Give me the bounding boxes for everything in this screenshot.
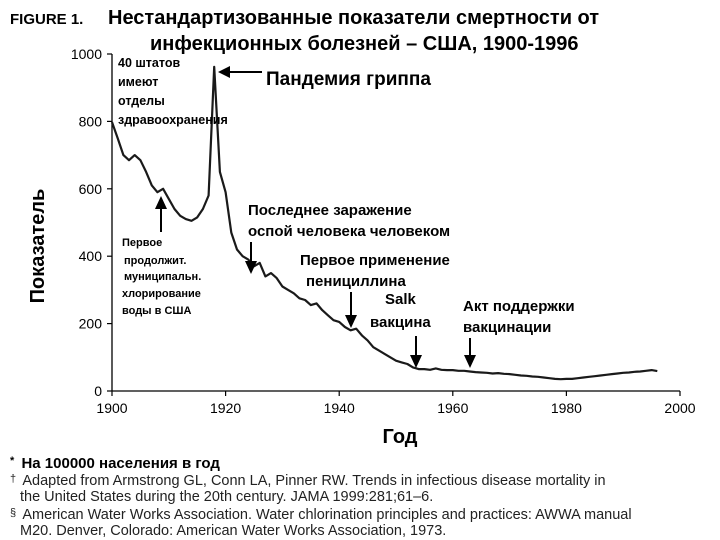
footnote-dagger-cont: the United States during the 20th centur… [20, 489, 433, 505]
annotation-health-departments-line2: имеют [118, 75, 158, 89]
x-tick-label: 1940 [324, 400, 355, 416]
annotation-health-departments-line4: здравоохранения [118, 113, 228, 127]
x-axis-ticks: 1900 1920 1940 1960 1980 2000 [96, 391, 696, 416]
flu-arrow-head [218, 66, 230, 78]
annotation-chlorination-line3: муниципальн. [124, 271, 201, 283]
footnote-star: * На 100000 населения в год [10, 455, 220, 472]
x-tick-label: 1920 [210, 400, 241, 416]
footnote-star-text: На 100000 населения в год [21, 455, 220, 472]
annotation-chlorination: Первое продолжит. муниципальн. хлорирова… [122, 196, 201, 317]
smallpox-arrow-head [245, 261, 257, 274]
salk-arrow-head [410, 355, 422, 368]
annotation-chlorination-line1: Первое [122, 237, 162, 249]
x-tick-label: 1980 [551, 400, 582, 416]
mortality-series-line [110, 65, 658, 381]
chart-title-line2: инфекционных болезней – США, 1900-1996 [150, 33, 579, 55]
annotation-penicillin: Первое применение пенициллина [300, 252, 450, 328]
annotation-health-departments-line1: 40 штатов [118, 56, 180, 70]
annotation-penicillin-line1: Первое применение [300, 252, 450, 269]
x-tick-label: 1900 [96, 400, 127, 416]
annotation-vaccination-act-line2: вакцинации [463, 319, 551, 336]
y-axis-ticks: 0 200 400 600 800 1000 [71, 46, 112, 399]
figure-label: FIGURE 1. [10, 11, 83, 28]
annotation-flu-pandemic: Пандемия гриппа [218, 66, 431, 90]
y-tick-label: 0 [94, 383, 102, 399]
annotation-salk-line2: вакцина [370, 314, 431, 331]
chlorination-arrow-head [155, 196, 167, 209]
footnote-section-line1: American Water Works Association. Water … [22, 507, 632, 523]
annotation-chlorination-line2: продолжит. [124, 255, 186, 267]
annotation-health-departments-line3: отделы [118, 94, 165, 108]
y-tick-label: 200 [79, 316, 103, 332]
annotation-salk-line1: Salk [385, 291, 417, 308]
footnote-star-marker: * [10, 455, 15, 467]
x-axis-label: Год [383, 426, 418, 448]
footnote-dagger-line1: Adapted from Armstrong GL, Conn LA, Pinn… [22, 473, 606, 489]
footnote-dagger: † Adapted from Armstrong GL, Conn LA, Pi… [10, 473, 606, 489]
annotation-health-departments: 40 штатов имеют отделы здравоохранения [118, 56, 228, 127]
footnote-section-marker: § [10, 507, 17, 519]
vaccination-act-arrow-head [464, 355, 476, 368]
annotation-smallpox-line2: оспой человека человеком [248, 223, 450, 240]
annotation-chlorination-line4: хлорирование [122, 288, 201, 300]
penicillin-arrow-head [345, 315, 357, 328]
y-tick-label: 1000 [71, 46, 102, 62]
annotation-flu-pandemic-text: Пандемия гриппа [266, 69, 431, 90]
footnote-dagger-marker: † [10, 473, 17, 485]
annotation-chlorination-line5: воды в США [122, 305, 191, 317]
x-tick-label: 1960 [437, 400, 468, 416]
chart-title-line1: Нестандартизованные показатели смертност… [108, 7, 599, 29]
x-tick-label: 2000 [664, 400, 695, 416]
y-tick-label: 800 [79, 113, 103, 129]
footnote-section-line2: M20. Denver, Colorado: American Water Wo… [20, 523, 447, 539]
y-axis-label: Показатель [27, 189, 49, 304]
annotation-vaccination-act: Акт поддержки вакцинации [463, 298, 575, 368]
y-tick-label: 600 [79, 181, 103, 197]
mortality-chart: FIGURE 1. Нестандартизованные показатели… [10, 7, 696, 448]
annotation-vaccination-act-line1: Акт поддержки [463, 298, 575, 315]
annotation-penicillin-line2: пенициллина [306, 273, 406, 290]
y-tick-label: 400 [79, 248, 103, 264]
annotation-salk: Salk вакцина [370, 291, 431, 368]
annotation-smallpox-line1: Последнее заражение [248, 202, 412, 219]
footnote-dagger-line2: the United States during the 20th centur… [20, 489, 434, 505]
annotation-smallpox: Последнее заражение оспой человека челов… [245, 202, 450, 274]
footnote-section: § American Water Works Association. Wate… [10, 507, 632, 523]
footnote-section-cont: M20. Denver, Colorado: American Water Wo… [20, 523, 446, 539]
